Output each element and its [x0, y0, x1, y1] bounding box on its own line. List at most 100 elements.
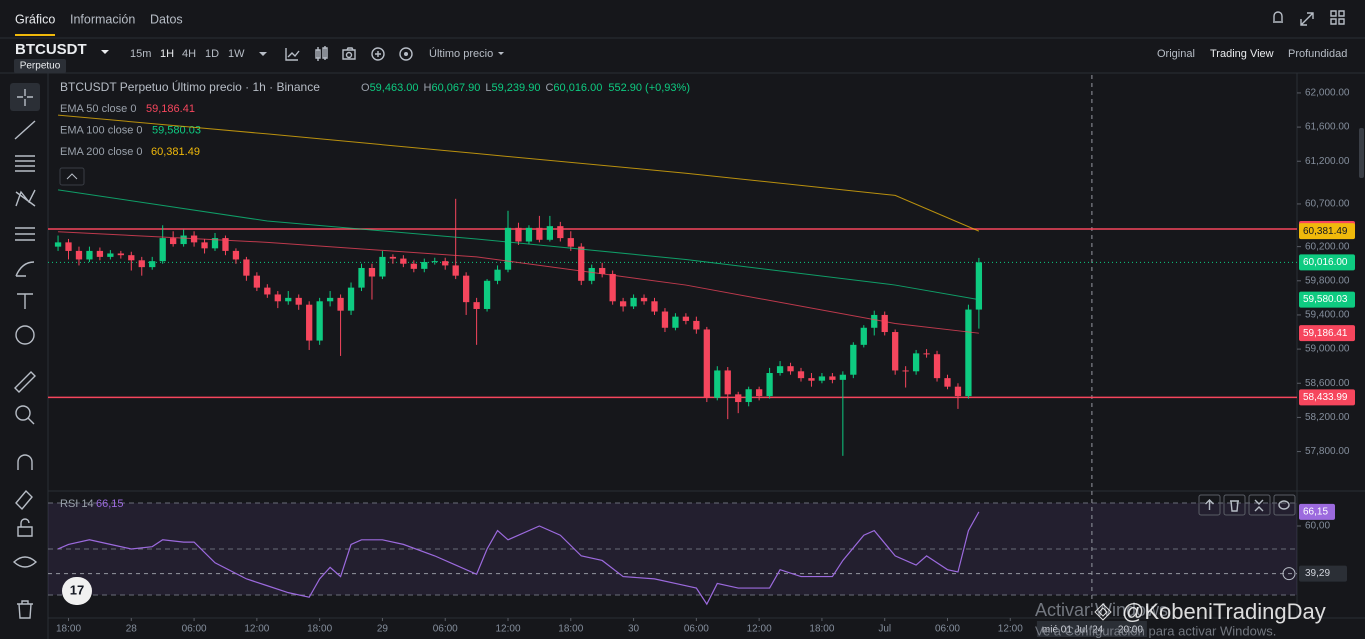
windows-watermark: Ve a Configuración para activar Windows. — [1035, 623, 1276, 638]
view[interactable]: Original — [1157, 48, 1195, 60]
candle-body — [525, 227, 533, 242]
candle-body — [850, 344, 857, 375]
grid-icon[interactable] — [1330, 10, 1345, 25]
candle-body — [871, 314, 878, 328]
candle-body — [829, 376, 836, 380]
settings-icon[interactable] — [399, 47, 413, 61]
candle-body — [96, 250, 104, 257]
brush-tool[interactable] — [15, 261, 35, 277]
candle-body — [232, 250, 240, 260]
candle-body — [389, 256, 397, 259]
projection-tool[interactable] — [15, 227, 35, 241]
view[interactable]: Profundidad — [1288, 48, 1347, 60]
x-tick-label: 12:00 — [747, 624, 772, 635]
pattern-tool[interactable] — [15, 189, 36, 207]
candle-body — [735, 394, 742, 403]
pane-delete[interactable] — [1223, 494, 1246, 516]
y-tick-label: 59,000.00 — [1305, 344, 1350, 355]
candle-body — [776, 366, 784, 374]
candle-body — [211, 238, 219, 249]
interval[interactable]: 15m — [130, 48, 151, 60]
tv-logo[interactable] — [62, 577, 92, 605]
candle-body — [285, 297, 292, 302]
candle-body — [578, 246, 585, 281]
candle-body — [536, 227, 543, 240]
ema-line — [58, 114, 980, 232]
expand-icon[interactable] — [1300, 12, 1314, 26]
add-icon[interactable] — [371, 47, 385, 61]
x-tick-label: 30 — [628, 624, 640, 635]
candle-body — [588, 267, 595, 281]
rsi-legend-value: 66,15 — [96, 498, 124, 510]
candle-body — [316, 301, 323, 341]
ruler-tool[interactable] — [14, 371, 36, 393]
candle-body — [714, 370, 721, 398]
magnet-tool[interactable] — [17, 454, 33, 470]
legend-low: 59,239.90 — [492, 82, 541, 94]
candle-body — [180, 235, 187, 245]
tab[interactable]: Información — [70, 12, 135, 26]
symbol[interactable]: BTCUSDT — [15, 41, 87, 58]
candle-body — [818, 376, 826, 381]
candle-body — [306, 304, 313, 341]
line-tool[interactable] — [14, 120, 36, 140]
candle-body — [703, 329, 710, 398]
delete-tool[interactable] — [17, 600, 33, 619]
candle-body — [442, 261, 449, 266]
interval[interactable]: 1H — [160, 48, 174, 60]
scrollbar[interactable] — [1359, 128, 1364, 178]
pane-reset-icon — [1278, 500, 1290, 510]
candles-icon[interactable] — [315, 46, 328, 61]
x-tick-label: 06:00 — [182, 624, 207, 635]
view[interactable]: Trading View — [1210, 48, 1274, 60]
candle-body — [630, 297, 637, 307]
candle-body — [473, 302, 480, 309]
plot: 62,000.00 61,600.00 61,200.00 60,700.00 60,2… — [48, 75, 1355, 637]
candle-body — [557, 226, 564, 239]
x-tick-label: 06:00 — [684, 624, 709, 635]
hide-tool[interactable] — [12, 556, 38, 568]
price-badge-label: 58,433.99 — [1303, 392, 1348, 403]
y-tick-label: 61,600.00 — [1305, 122, 1350, 133]
interval[interactable]: 1D — [205, 48, 219, 60]
legend-title: BTCUSDT Perpetuo Último precio · 1h · Bi… — [60, 79, 320, 94]
collapse-button[interactable] — [59, 167, 85, 186]
candle-body — [222, 238, 229, 251]
interval[interactable]: 1W — [228, 48, 245, 60]
tab[interactable]: Gráfico — [15, 12, 55, 26]
lock-draw-tool[interactable] — [15, 489, 33, 511]
collapse-caret — [66, 173, 78, 180]
fib-tool[interactable] — [15, 155, 35, 172]
ema-legend-value: 59,186.41 — [146, 103, 195, 115]
crosshair-time: 20:00 — [1118, 625, 1143, 636]
bell-icon[interactable] — [1273, 11, 1283, 23]
candle-body — [159, 238, 166, 262]
candle-body — [326, 297, 334, 302]
lock-tool[interactable] — [17, 518, 33, 537]
camera-icon[interactable] — [342, 47, 356, 60]
tab[interactable]: Datos — [150, 12, 183, 26]
crosshair-tool[interactable] — [17, 89, 33, 106]
pane-collapse[interactable] — [1248, 494, 1271, 516]
pane-up[interactable] — [1198, 494, 1221, 516]
candle-body — [892, 332, 899, 371]
price-type-caret[interactable] — [498, 52, 504, 55]
candle-body — [546, 226, 553, 240]
interval[interactable]: 4H — [182, 48, 196, 60]
indicator-icon[interactable] — [285, 48, 300, 61]
candle-body — [693, 320, 700, 330]
text-tool[interactable] — [17, 293, 33, 309]
price-type[interactable]: Último precio — [429, 47, 493, 60]
zoom-tool[interactable] — [15, 405, 31, 421]
candle-body — [933, 354, 941, 379]
symbol-caret[interactable] — [101, 50, 109, 54]
ema-legend-name: EMA 50 close 0 — [60, 103, 136, 115]
ema-legend-value: 60,381.49 — [151, 146, 200, 158]
pane-reset[interactable] — [1273, 494, 1296, 516]
y-tick-label: 61,200.00 — [1305, 156, 1350, 167]
x-tick-label: 28 — [126, 624, 138, 635]
ema-legend-name: EMA 100 close 0 — [60, 124, 143, 136]
emoji-tool[interactable] — [15, 325, 35, 345]
more-caret[interactable] — [259, 52, 267, 56]
price-badge-label: 60,381.49 — [1303, 226, 1348, 237]
